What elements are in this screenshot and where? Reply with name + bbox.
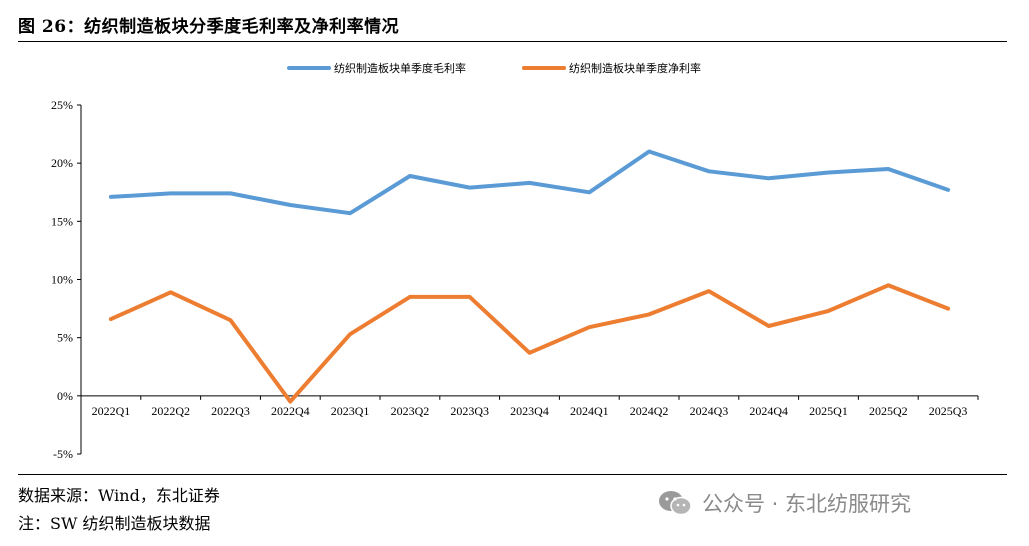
source-note: 数据来源：Wind，东北证券 bbox=[18, 486, 220, 505]
x-tick-label: 2025Q2 bbox=[869, 404, 908, 418]
data-point bbox=[707, 169, 711, 173]
data-point bbox=[408, 174, 412, 178]
data-point bbox=[408, 295, 412, 299]
x-tick-label: 2023Q2 bbox=[391, 404, 430, 418]
data-point bbox=[528, 351, 531, 355]
data-point bbox=[229, 191, 232, 195]
data-point bbox=[767, 176, 771, 180]
data-point bbox=[468, 295, 472, 299]
data-point bbox=[767, 324, 771, 328]
x-tick-label: 2022Q2 bbox=[151, 404, 190, 418]
data-point bbox=[707, 289, 711, 293]
y-tick-label: 5% bbox=[57, 331, 73, 345]
data-point bbox=[109, 195, 113, 199]
data-point bbox=[229, 318, 232, 322]
footer-divider bbox=[18, 474, 1007, 475]
y-tick-label: 25% bbox=[51, 98, 73, 112]
data-point bbox=[886, 283, 890, 287]
x-tick-label: 2022Q4 bbox=[271, 404, 310, 418]
data-point bbox=[946, 188, 950, 192]
x-tick-label: 2023Q3 bbox=[450, 404, 489, 418]
series-line-2 bbox=[108, 283, 951, 404]
x-tick-label: 2024Q2 bbox=[630, 404, 669, 418]
data-point bbox=[169, 191, 173, 195]
data-point bbox=[587, 190, 591, 194]
data-point bbox=[348, 211, 352, 215]
x-tick-label: 2025Q1 bbox=[809, 404, 848, 418]
x-tick-label: 2023Q4 bbox=[510, 404, 549, 418]
watermark-text: 公众号 · 东北纺服研究 bbox=[702, 492, 912, 516]
x-tick-label: 2025Q3 bbox=[929, 404, 968, 418]
data-point bbox=[468, 186, 472, 190]
x-tick-label: 2022Q1 bbox=[92, 404, 131, 418]
wechat-icon bbox=[659, 491, 692, 516]
x-tick-label: 2024Q4 bbox=[749, 404, 788, 418]
title-divider bbox=[18, 41, 1007, 42]
watermark: 公众号 · 东北纺服研究 bbox=[658, 488, 911, 518]
x-tick-label: 2024Q1 bbox=[570, 404, 609, 418]
data-point bbox=[946, 307, 950, 311]
y-tick-label: 10% bbox=[51, 273, 73, 287]
y-tick-label: 15% bbox=[51, 214, 73, 228]
figure-title: 图 26：纺织制造板块分季度毛利率及净利率情况 bbox=[18, 17, 400, 37]
data-point bbox=[827, 170, 830, 174]
data-point bbox=[288, 203, 292, 207]
y-tick-label: 0% bbox=[57, 389, 73, 403]
data-point bbox=[528, 181, 531, 185]
data-point bbox=[169, 290, 173, 294]
legend-label-2: 纺织制造板块单季度净利率 bbox=[569, 61, 701, 75]
data-point bbox=[109, 317, 113, 321]
data-point bbox=[827, 309, 830, 313]
data-point bbox=[348, 332, 352, 336]
x-tick-label: 2023Q1 bbox=[331, 404, 370, 418]
chart-axes: -5% 0% 5% 10% 15% 20% 25% 2022Q1 2022Q2 2022Q3 202… bbox=[51, 98, 979, 461]
data-point bbox=[647, 150, 651, 154]
chart-legend: 纺织制造板块单季度毛利率 纺织制造板块单季度净利率 bbox=[287, 61, 701, 75]
x-tick-label: 2024Q3 bbox=[690, 404, 729, 418]
data-point bbox=[587, 325, 591, 329]
y-tick-label: -5% bbox=[53, 447, 73, 461]
x-tick-label: 2022Q3 bbox=[211, 404, 250, 418]
data-point bbox=[886, 167, 890, 171]
chart-series bbox=[108, 149, 951, 404]
data-point bbox=[288, 400, 292, 404]
legend-label-1: 纺织制造板块单季度毛利率 bbox=[334, 61, 466, 75]
footnote: 注：SW 纺织制造板块数据 bbox=[18, 514, 211, 533]
y-tick-label: 20% bbox=[51, 156, 73, 170]
data-point bbox=[647, 312, 651, 316]
